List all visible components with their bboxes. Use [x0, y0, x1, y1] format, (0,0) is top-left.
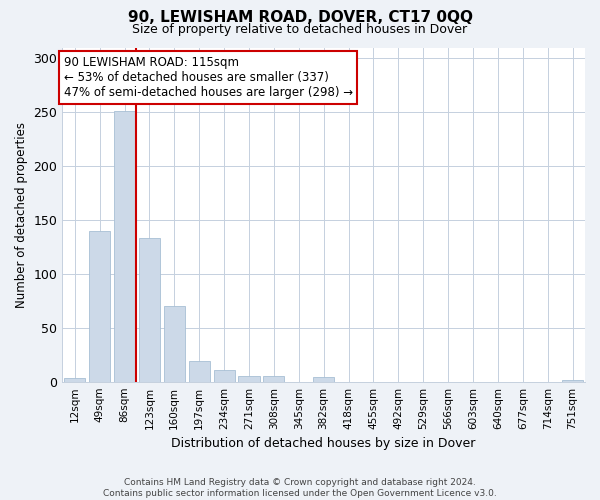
Y-axis label: Number of detached properties: Number of detached properties: [15, 122, 28, 308]
Text: 90, LEWISHAM ROAD, DOVER, CT17 0QQ: 90, LEWISHAM ROAD, DOVER, CT17 0QQ: [128, 10, 473, 25]
Bar: [164, 306, 185, 382]
Bar: [313, 378, 334, 382]
Bar: [214, 370, 235, 382]
X-axis label: Distribution of detached houses by size in Dover: Distribution of detached houses by size …: [172, 437, 476, 450]
Text: Contains HM Land Registry data © Crown copyright and database right 2024.
Contai: Contains HM Land Registry data © Crown c…: [103, 478, 497, 498]
Bar: [263, 376, 284, 382]
Bar: [238, 376, 260, 382]
Text: Size of property relative to detached houses in Dover: Size of property relative to detached ho…: [133, 22, 467, 36]
Text: 90 LEWISHAM ROAD: 115sqm
← 53% of detached houses are smaller (337)
47% of semi-: 90 LEWISHAM ROAD: 115sqm ← 53% of detach…: [64, 56, 353, 99]
Bar: [562, 380, 583, 382]
Bar: [188, 361, 210, 382]
Bar: [64, 378, 85, 382]
Bar: [89, 231, 110, 382]
Bar: [139, 238, 160, 382]
Bar: [114, 111, 135, 382]
